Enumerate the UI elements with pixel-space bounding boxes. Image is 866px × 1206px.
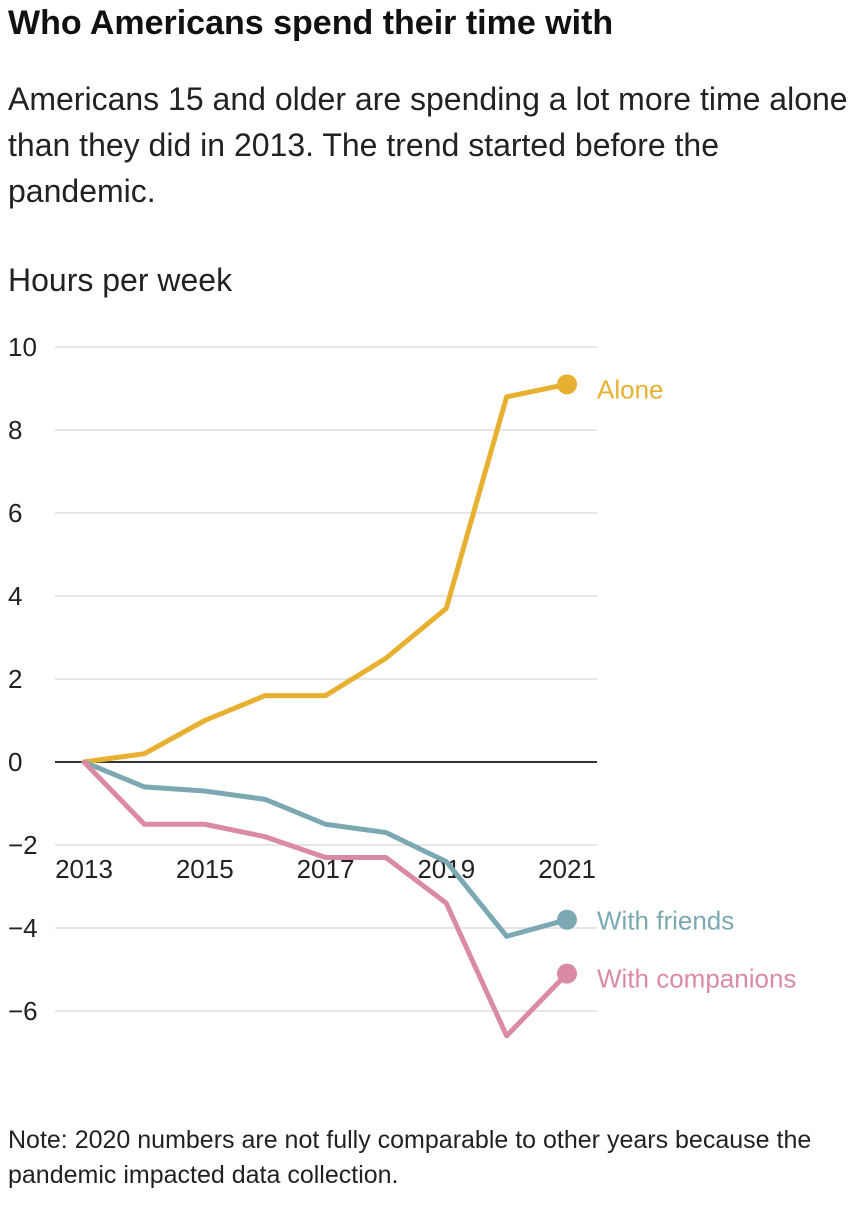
y-tick-label: −4: [8, 913, 38, 943]
series-line-alone: [81, 381, 570, 765]
series-endpoint-with-companions: [557, 963, 577, 984]
series-line-with-companions: [81, 759, 570, 1039]
series-lines: [81, 374, 577, 1039]
chart-note: Note: 2020 numbers are not fully compara…: [8, 1126, 812, 1189]
y-tick-label: 0: [8, 747, 22, 777]
y-tick-label: 4: [8, 581, 22, 611]
series-endpoint-with-friends: [557, 909, 577, 930]
y-axis-ticks: 10 8 6 4 2 0 −2 −4 −6: [8, 332, 38, 1026]
y-axis-label: Hours per week: [8, 262, 233, 298]
x-tick-label: 2013: [55, 854, 113, 884]
x-tick-label: 2019: [417, 854, 475, 884]
y-tick-label: −2: [8, 830, 38, 860]
y-tick-label: 10: [8, 332, 37, 362]
series-endpoint-alone: [557, 374, 577, 395]
y-tick-label: −6: [8, 996, 38, 1026]
y-tick-label: 8: [8, 415, 22, 445]
chart-title: Who Americans spend their time with: [8, 4, 614, 42]
chart-subtitle: Americans 15 and older are spending a lo…: [8, 81, 848, 209]
grid-lines: [55, 346, 597, 1012]
series-label-with-friends: With friends: [597, 906, 734, 936]
series-label-with-companions: With companions: [597, 964, 796, 994]
y-tick-label: 6: [8, 498, 22, 528]
series-line-with-friends: [81, 759, 570, 939]
x-axis-ticks: 2013 2015 2017 2019 2021: [55, 854, 596, 884]
y-tick-label: 2: [8, 664, 22, 694]
series-label-alone: Alone: [597, 374, 664, 404]
x-tick-label: 2021: [538, 854, 596, 884]
x-tick-label: 2015: [176, 854, 234, 884]
series-labels: Alone With friends With companions: [597, 374, 796, 993]
